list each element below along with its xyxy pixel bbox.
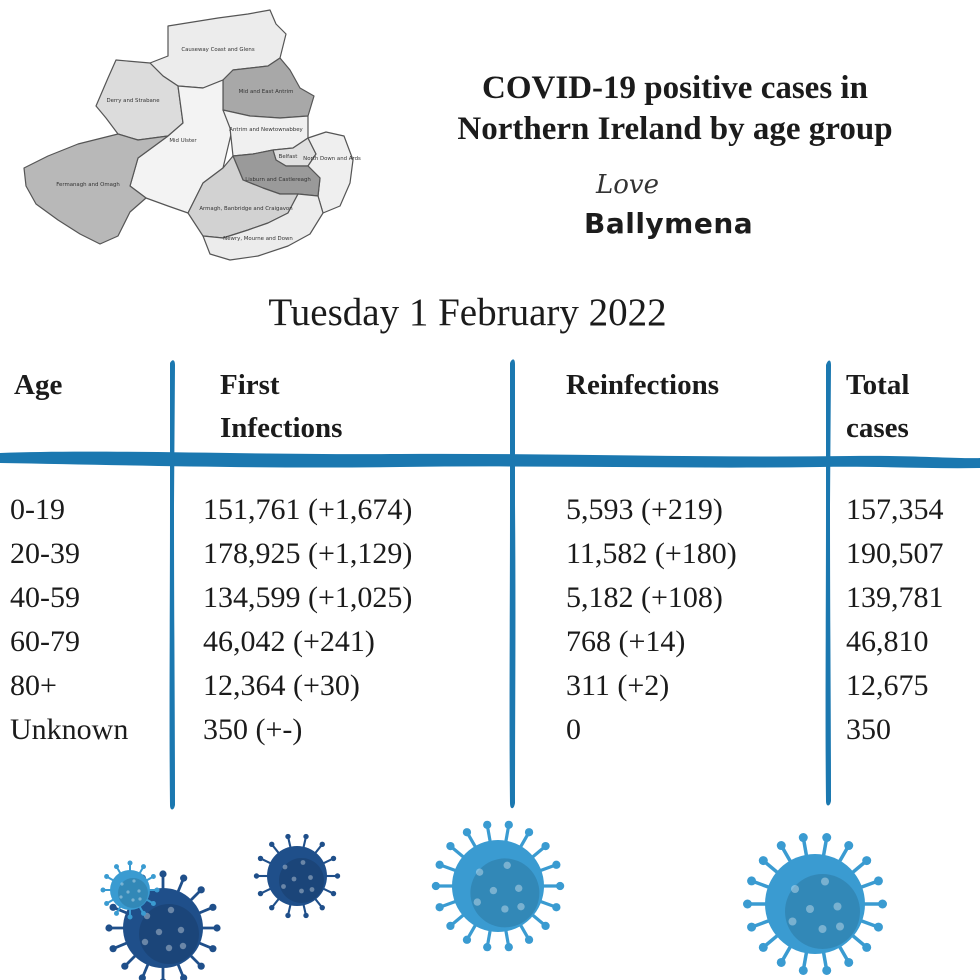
cell-total: 139,781 [846, 581, 944, 614]
cell-first: 134,599 (+1,025) [203, 581, 413, 614]
logo-love-text: Love [596, 170, 659, 200]
header-reinfections: Reinfections [566, 369, 720, 401]
cell-first: 178,925 (+1,129) [203, 537, 413, 570]
header-first-line1: First [220, 369, 280, 401]
cell-age: 80+ [10, 669, 57, 702]
column-divider-1 [169, 360, 175, 810]
northern-ireland-map: Causeway Coast and Glens Mid and East An… [23, 9, 361, 261]
report-date: Tuesday 1 February 2022 [268, 291, 667, 334]
map-region-fermanagh [23, 133, 169, 245]
map-label-derry: Derry and Strabane [106, 98, 160, 104]
virus-icon [100, 860, 160, 920]
cell-reinfections: 5,593 (+219) [566, 493, 723, 526]
map-label-newry: Newry, Mourne and Down [223, 236, 293, 242]
map-region-north-down [307, 131, 354, 214]
cell-total: 157,354 [846, 493, 944, 526]
header-first-infections: First Infections [220, 364, 342, 450]
cell-age: 20-39 [10, 537, 80, 570]
cell-reinfections: 5,182 (+108) [566, 581, 723, 614]
title-line-2: Northern Ireland by age group [457, 111, 893, 147]
cell-total: 190,507 [846, 537, 944, 570]
map-region-newry [202, 193, 324, 261]
cell-reinfections: 311 (+2) [566, 669, 670, 702]
page-title: COVID-19 positive cases in Northern Irel… [380, 68, 970, 150]
map-label-armagh: Armagh, Banbridge and Craigavon [199, 206, 292, 212]
virus-icon [105, 870, 221, 980]
header-total-line2: cases [846, 412, 909, 444]
header-age: Age [14, 369, 63, 401]
cell-age: Unknown [10, 713, 129, 746]
virus-icon [431, 820, 565, 952]
map-label-belfast: Belfast [279, 154, 298, 160]
logo-brand-text: Ballymena [584, 207, 754, 240]
cell-reinfections: 0 [566, 713, 581, 746]
cell-reinfections: 11,582 (+180) [566, 537, 737, 570]
column-divider-2 [509, 359, 516, 809]
map-label-lisburn: Lisburn and Castlereagh [245, 177, 311, 183]
cell-first: 12,364 (+30) [203, 669, 360, 702]
title-line-1: COVID-19 positive cases in [482, 70, 868, 106]
cell-reinfections: 768 (+14) [566, 625, 686, 658]
map-label-causeway: Causeway Coast and Glens [181, 47, 254, 53]
cell-age: 0-19 [10, 493, 65, 526]
cell-first: 350 (+-) [203, 713, 303, 746]
cell-total: 350 [846, 713, 891, 746]
table-lines [0, 359, 980, 810]
virus-icon [743, 833, 887, 975]
map-label-fermanagh: Fermanagh and Omagh [56, 182, 120, 188]
map-label-mid-east-antrim: Mid and East Antrim [239, 89, 294, 95]
header-first-line2: Infections [220, 412, 343, 444]
cell-first: 151,761 (+1,674) [203, 493, 413, 526]
header-total-cases: Total cases [846, 364, 909, 450]
map-label-mid-ulster: Mid Ulster [169, 138, 197, 144]
virus-icon [253, 833, 341, 919]
map-label-antrim: Antrim and Newtownabbey [229, 127, 303, 133]
cell-first: 46,042 (+241) [203, 625, 375, 658]
map-label-north-down: North Down and Ards [303, 156, 361, 162]
cell-total: 12,675 [846, 669, 929, 702]
cell-total: 46,810 [846, 625, 929, 658]
cell-age: 60-79 [10, 625, 80, 658]
column-divider-3 [825, 360, 831, 806]
header-divider-line [0, 451, 980, 469]
cell-age: 40-59 [10, 581, 80, 614]
virus-illustrations [100, 820, 887, 980]
header-total-line1: Total [846, 369, 910, 401]
